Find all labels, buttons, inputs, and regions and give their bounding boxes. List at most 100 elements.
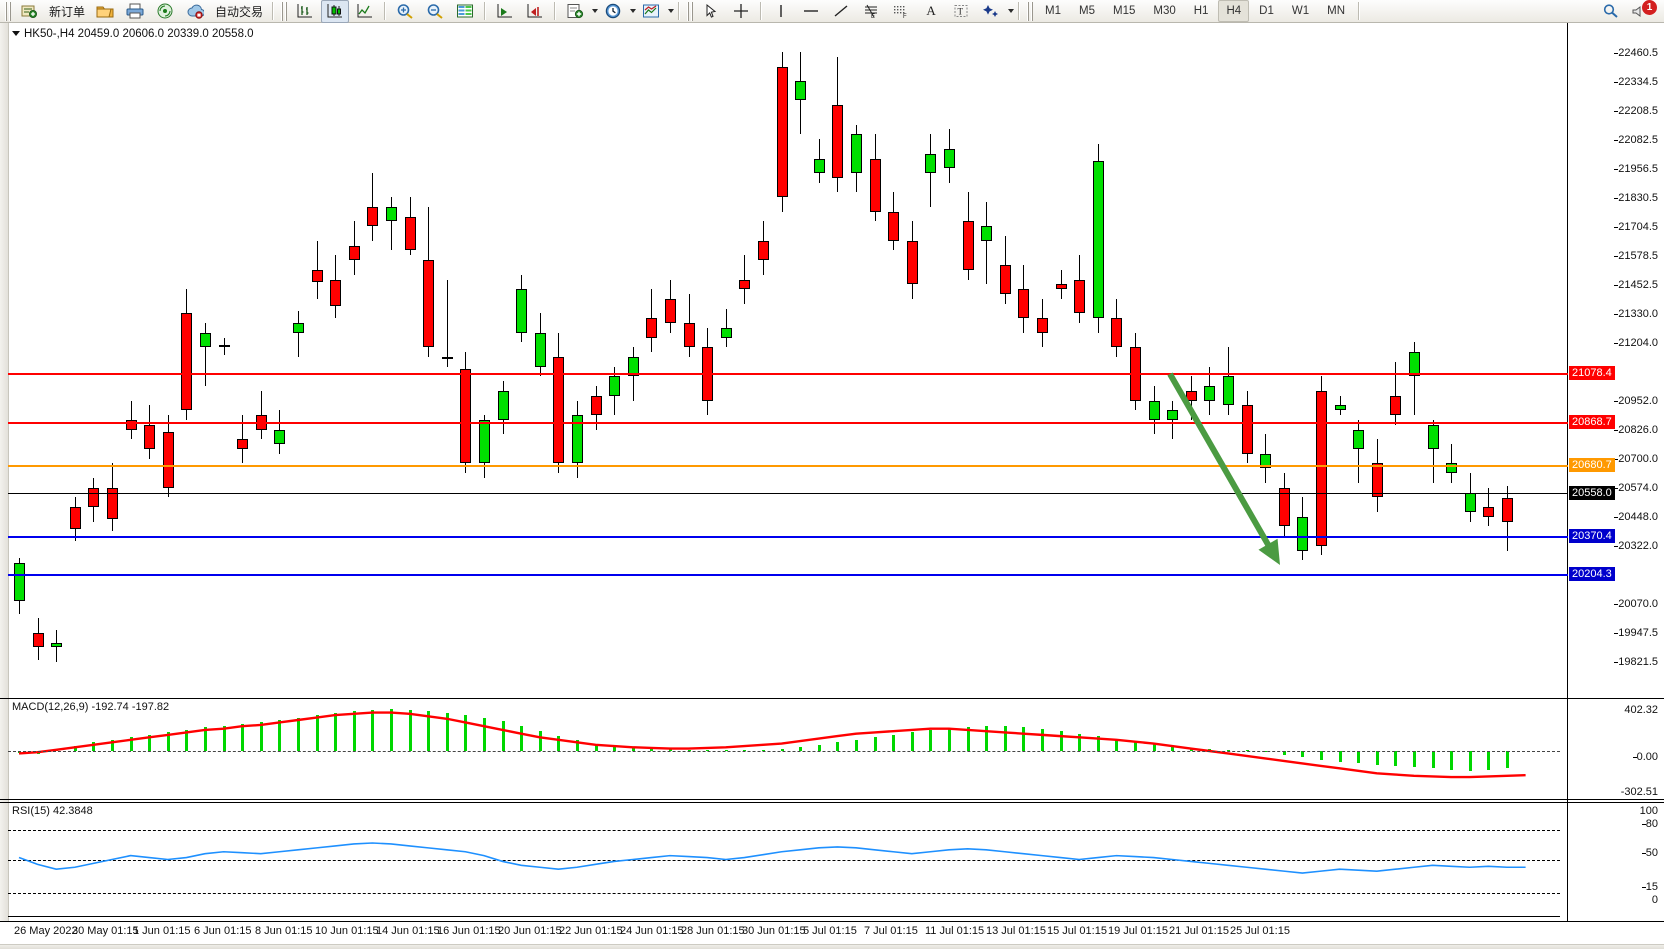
auto-scroll-icon[interactable] bbox=[521, 0, 549, 23]
level-line-last-price[interactable] bbox=[8, 493, 1568, 494]
templates-icon[interactable] bbox=[637, 0, 665, 23]
alerts-icon[interactable]: 1 bbox=[1627, 0, 1663, 23]
candle-body-up bbox=[1092, 160, 1104, 319]
candle-body-up bbox=[925, 153, 937, 174]
down-trend-arrow[interactable] bbox=[8, 23, 1568, 693]
level-line-support-2[interactable] bbox=[8, 574, 1568, 576]
rsi-panel[interactable] bbox=[8, 803, 1560, 917]
candle-body-down bbox=[683, 323, 695, 348]
text-icon[interactable]: A bbox=[926, 3, 936, 18]
period-icon[interactable] bbox=[599, 0, 627, 23]
auto-trading-label[interactable]: 自动交易 bbox=[215, 4, 264, 19]
macd-histogram-bar bbox=[73, 746, 77, 751]
candlestick-chart-icon[interactable] bbox=[321, 0, 350, 23]
chevron-down-icon-indicators[interactable] bbox=[592, 9, 599, 13]
candle-body-down bbox=[69, 507, 81, 529]
search-icon[interactable] bbox=[1597, 0, 1625, 23]
chevron-down-icon-period[interactable] bbox=[630, 9, 637, 13]
shift-end-icon[interactable] bbox=[491, 0, 519, 23]
tab-timeframe-m30[interactable]: M30 bbox=[1153, 5, 1176, 17]
toolbar-grip-3[interactable] bbox=[687, 1, 694, 21]
bar-chart-icon[interactable] bbox=[291, 0, 319, 23]
macd-histogram-bar bbox=[873, 737, 877, 751]
candlestick bbox=[776, 23, 788, 691]
expert-advisor-icon[interactable] bbox=[181, 0, 209, 23]
vline-icon[interactable] bbox=[767, 0, 795, 23]
tab-timeframe-h1[interactable]: H1 bbox=[1193, 5, 1209, 17]
candlestick bbox=[1446, 23, 1458, 691]
candle-body-up bbox=[293, 323, 304, 333]
folder-icon[interactable] bbox=[91, 0, 119, 23]
chart-menu-arrow-icon[interactable] bbox=[12, 31, 20, 37]
candle-body-down bbox=[1502, 497, 1513, 522]
chevron-down-icon-templates[interactable] bbox=[668, 9, 675, 13]
level-line-resistance-1[interactable] bbox=[8, 373, 1568, 375]
macd-histogram-bar bbox=[1357, 751, 1361, 764]
hline-icon[interactable] bbox=[797, 0, 825, 23]
toolbar-grip-2[interactable] bbox=[281, 1, 288, 21]
candlestick bbox=[1148, 23, 1160, 691]
page-title: HK50-,H4 20459.0 20606.0 20339.0 20558.0 bbox=[12, 28, 254, 40]
macd-label: MACD(12,26,9) -192.74 -197.82 bbox=[12, 701, 170, 713]
time-axis[interactable]: 26 May 2022 30 May 01:15 1 Jun 01:15 6 Jun … bbox=[0, 921, 1664, 945]
cursor-icon[interactable] bbox=[697, 0, 725, 23]
grid-object-icon[interactable]: F bbox=[887, 0, 915, 23]
line-chart-icon[interactable] bbox=[351, 0, 379, 23]
label-icon[interactable]: T bbox=[947, 0, 975, 23]
toolbar-grip-4[interactable] bbox=[1027, 1, 1034, 21]
new-order-icon[interactable] bbox=[15, 0, 43, 23]
zoom-in-icon[interactable] bbox=[391, 0, 419, 23]
candle-body-up bbox=[1148, 400, 1160, 420]
macd-panel[interactable] bbox=[8, 699, 1560, 798]
crosshair-icon[interactable] bbox=[727, 0, 755, 23]
candlestick bbox=[330, 23, 342, 691]
tab-timeframe-m15[interactable]: M15 bbox=[1113, 5, 1136, 17]
price-axis-tick: 21330.0 bbox=[1614, 308, 1658, 320]
candle-body-down bbox=[1390, 395, 1402, 416]
chart-area[interactable]: HK50-,H4 20459.0 20606.0 20339.0 20558.0… bbox=[0, 23, 1664, 949]
price-plot[interactable] bbox=[8, 23, 1568, 923]
data-window-icon[interactable] bbox=[451, 0, 479, 23]
zoom-out-icon[interactable] bbox=[421, 0, 449, 23]
chevron-down-icon-objects[interactable] bbox=[1008, 9, 1015, 13]
candlestick bbox=[107, 23, 118, 691]
candlestick bbox=[125, 23, 137, 691]
macd-histogram-bar bbox=[464, 715, 468, 751]
time-axis-label: 28 Jun 01:15 bbox=[681, 925, 745, 937]
print-icon[interactable] bbox=[121, 0, 149, 23]
broadcast-icon[interactable] bbox=[151, 0, 179, 23]
tab-timeframe-d1[interactable]: D1 bbox=[1259, 5, 1274, 17]
candle-body-down bbox=[906, 240, 918, 285]
add-indicator-icon[interactable] bbox=[561, 0, 589, 23]
candlestick bbox=[367, 23, 379, 691]
objects-icon[interactable] bbox=[977, 0, 1005, 23]
candlestick bbox=[51, 23, 63, 691]
toolbar-grip[interactable] bbox=[5, 1, 11, 21]
macd-histogram-bar bbox=[557, 736, 561, 751]
tab-timeframe-mn[interactable]: MN bbox=[1327, 5, 1345, 17]
candlestick bbox=[32, 23, 44, 691]
level-line-support-1[interactable] bbox=[8, 536, 1568, 538]
candle-body-down bbox=[962, 221, 974, 270]
candle-body-up bbox=[497, 390, 509, 420]
tab-timeframe-w1[interactable]: W1 bbox=[1291, 5, 1310, 17]
candlestick bbox=[181, 23, 193, 691]
time-axis-label: 25 Jul 01:15 bbox=[1230, 925, 1290, 937]
horizontal-scrollbar[interactable] bbox=[0, 944, 1664, 949]
price-chip-support-1: 20370.4 bbox=[1569, 529, 1615, 543]
candlestick bbox=[218, 23, 230, 691]
tab-timeframe-m5[interactable]: M5 bbox=[1079, 5, 1095, 17]
tab-timeframe-h4[interactable]: H4 bbox=[1218, 0, 1250, 22]
trendline-icon[interactable] bbox=[827, 0, 855, 23]
macd-histogram-bar bbox=[1096, 736, 1100, 751]
candlestick bbox=[386, 23, 397, 691]
level-line-resistance-2[interactable] bbox=[8, 422, 1568, 424]
level-line-pivot[interactable] bbox=[8, 465, 1568, 467]
candlestick bbox=[1111, 23, 1123, 691]
price-axis[interactable]: 22460.5 22334.5 22208.5 22082.5 21956.5 21830… bbox=[1567, 23, 1664, 923]
candle-body-down bbox=[237, 439, 249, 449]
tab-timeframe-m1[interactable]: M1 bbox=[1045, 5, 1062, 17]
new-order-label[interactable]: 新订单 bbox=[49, 4, 86, 19]
fibonacci-icon[interactable]: E bbox=[857, 0, 885, 23]
rsi-level-50 bbox=[8, 859, 1560, 861]
